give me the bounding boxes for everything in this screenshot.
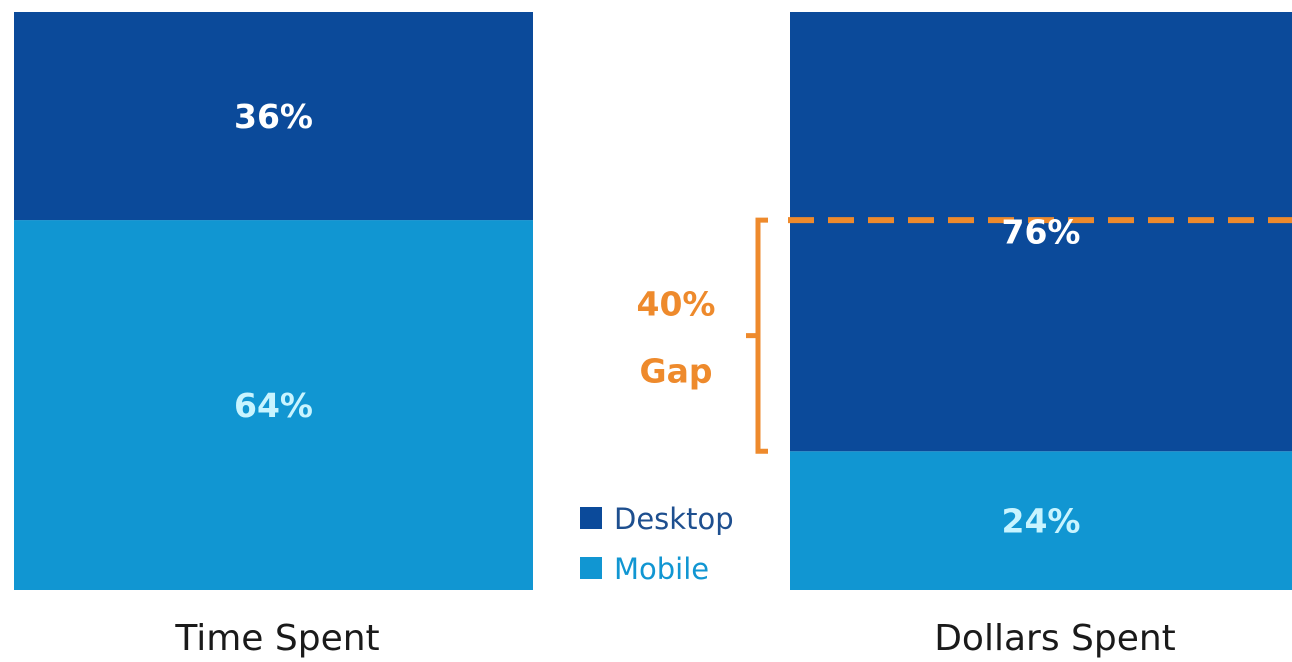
bar-dollars-spent-desktop — [790, 12, 1292, 452]
data-label-dollars-spent-desktop: 76% — [1002, 213, 1081, 252]
legend-swatch-mobile — [580, 557, 602, 579]
gap-value-label: 40% — [637, 285, 716, 324]
legend-label-mobile: Mobile — [614, 552, 709, 586]
bar-time-spent-mobile — [14, 220, 533, 590]
data-label-time-spent-desktop: 36% — [234, 97, 313, 136]
category-label-dollars-spent: Dollars Spent — [934, 618, 1176, 659]
gap-annotation: 40% Gap — [637, 217, 1292, 454]
bars-layer — [14, 12, 1292, 590]
bar-dollars-spent-mobile — [790, 451, 1292, 590]
legend: Desktop Mobile — [580, 502, 734, 586]
data-label-dollars-spent-mobile: 24% — [1002, 502, 1081, 541]
gap-text-label: Gap — [640, 352, 713, 391]
legend-swatch-desktop — [580, 507, 602, 529]
legend-label-desktop: Desktop — [614, 502, 734, 536]
category-label-time-spent: Time Spent — [174, 618, 379, 659]
data-label-time-spent-mobile: 64% — [234, 386, 313, 425]
bar-time-spent-desktop — [14, 12, 533, 221]
gap-bracket — [746, 217, 768, 454]
labels-layer: 64% 36% Time Spent 24% 76% Dollars Spent — [174, 97, 1175, 659]
